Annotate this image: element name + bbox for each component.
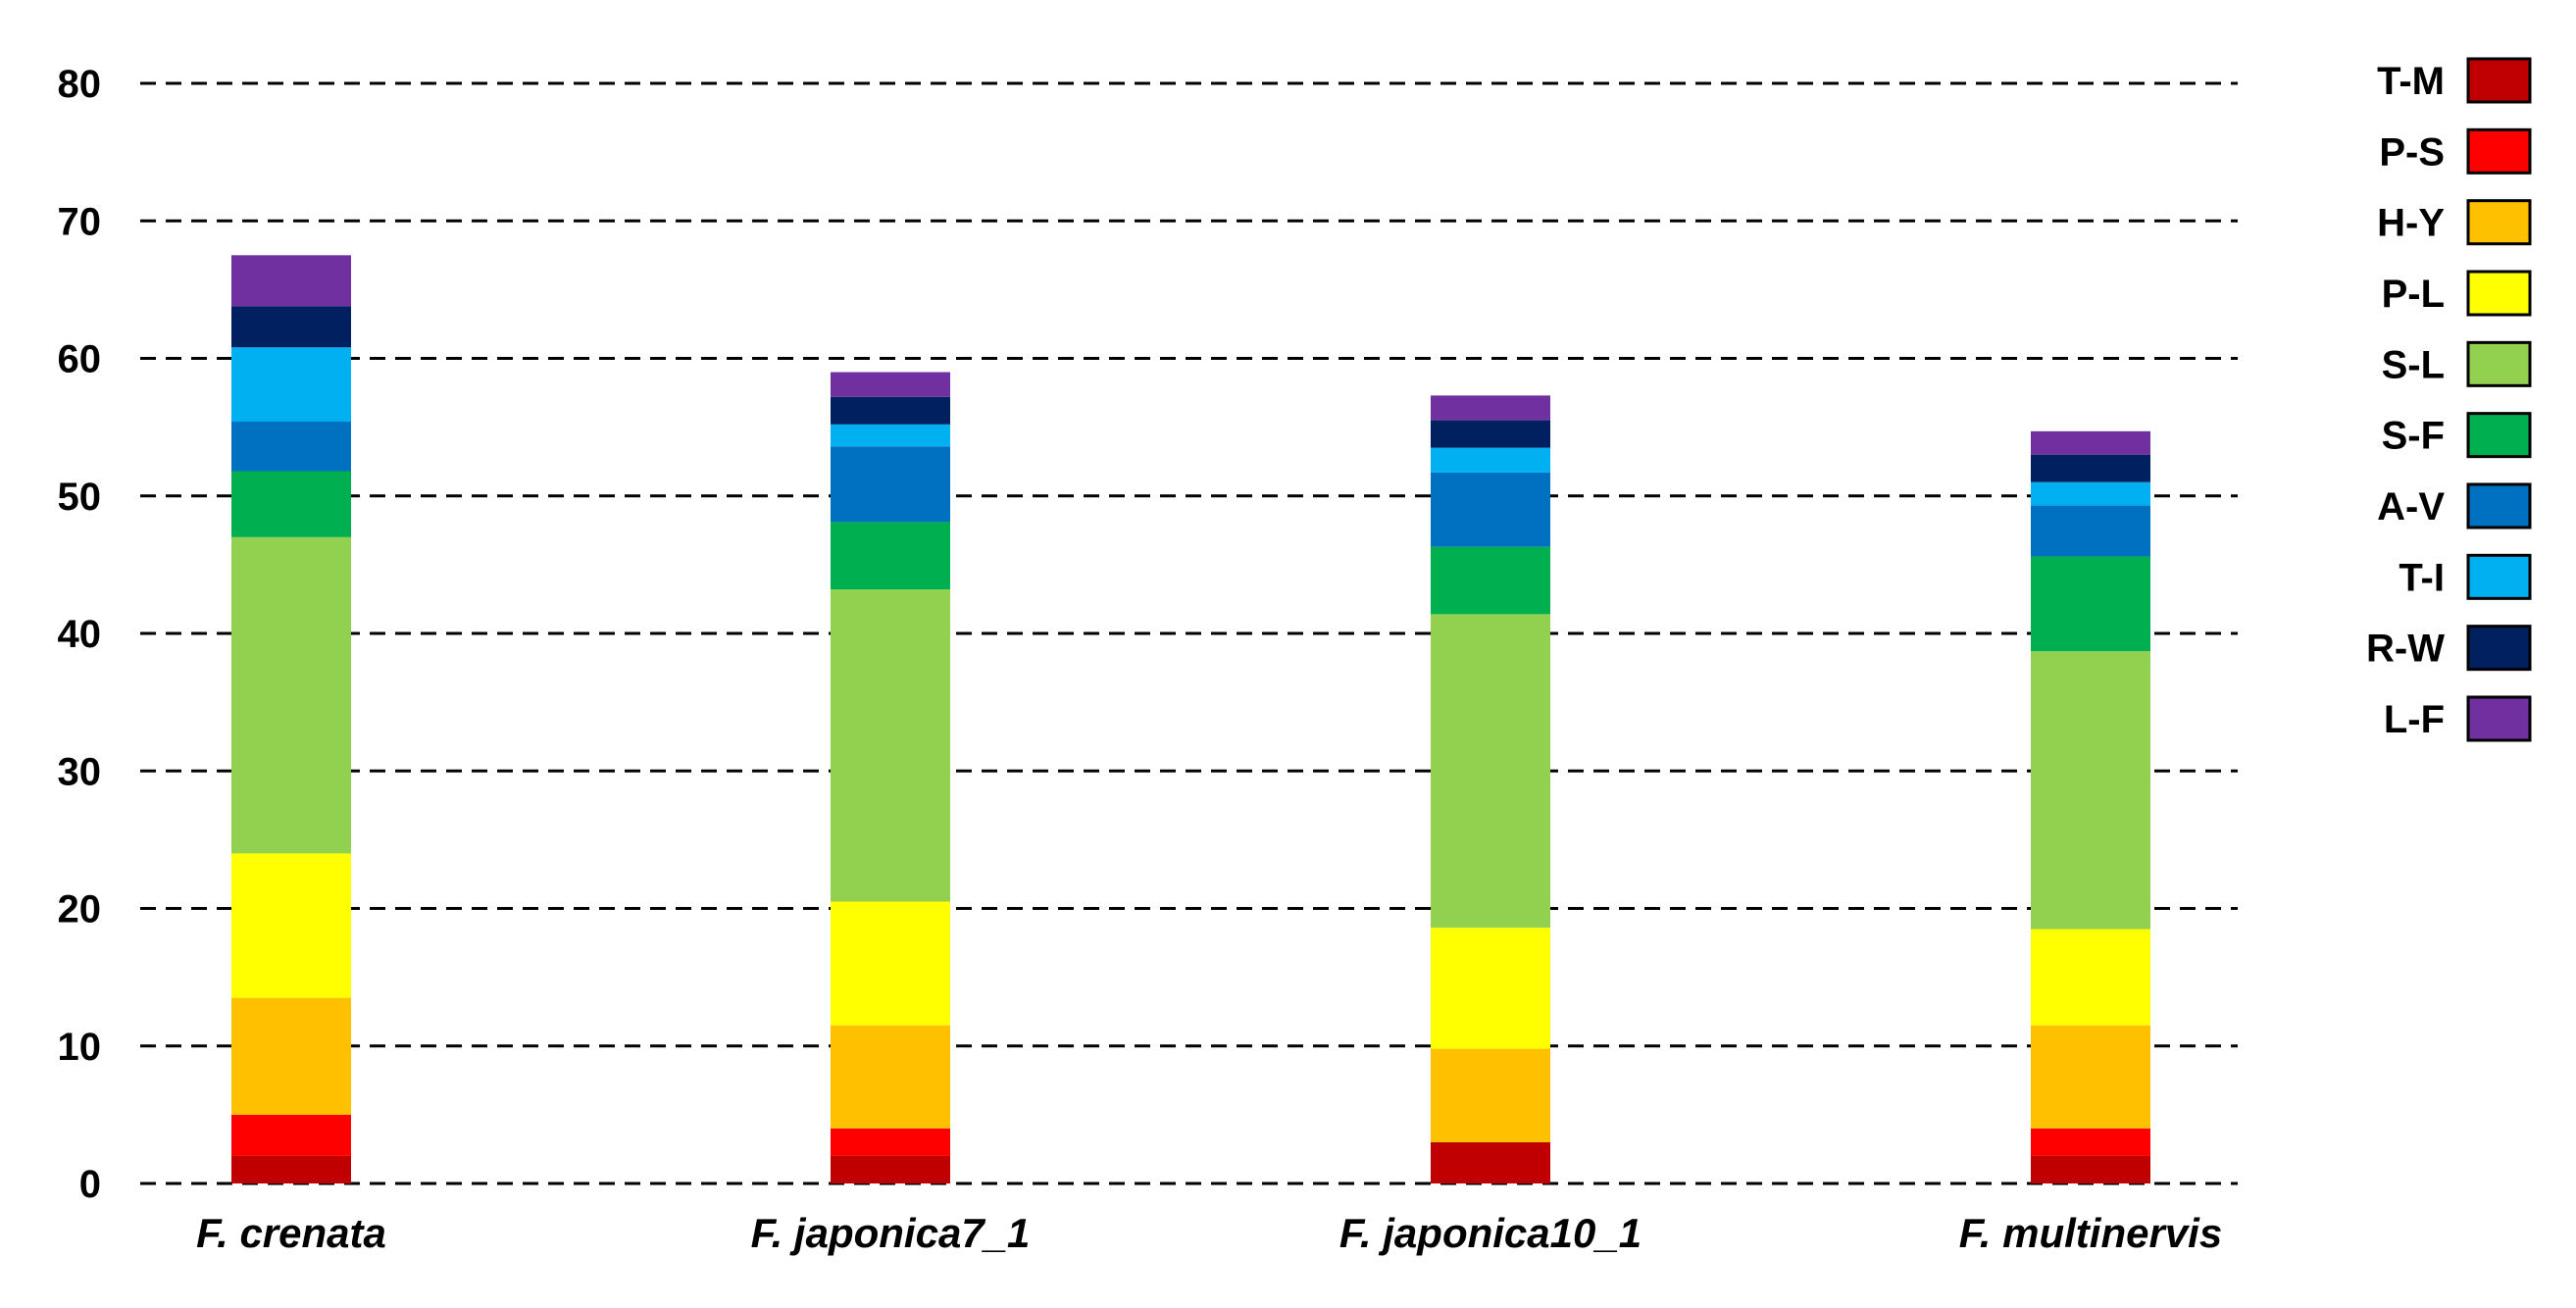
legend-item: S-F [2382, 412, 2532, 459]
legend-swatch [2466, 553, 2532, 600]
bar-segment-a-v [831, 446, 950, 523]
legend-label: T-M [2377, 60, 2445, 103]
legend: T-M P-S H-Y P-L S-L S-F A-V T-I R-W L-F [2366, 57, 2532, 742]
legend-label: H-Y [2377, 202, 2445, 245]
category-label: F. japonica7_1 [751, 1210, 1031, 1256]
legend-swatch [2466, 482, 2532, 529]
bar-stack [2031, 430, 2150, 1183]
bar-segment-t-i [1431, 447, 1550, 473]
legend-swatch [2466, 199, 2532, 246]
bar-segment-s-l [231, 536, 351, 854]
bar-segment-p-l [231, 853, 351, 998]
y-tick-label: 80 [58, 63, 102, 106]
x-axis-labels: F. crenata F. japonica7_1 F. japonica10_1 F… [196, 1210, 2222, 1256]
legend-item: P-L [2382, 270, 2532, 317]
bar-segment-r-w [1431, 420, 1550, 448]
y-axis-ticks: 0 10 20 30 40 50 60 70 80 [58, 63, 102, 1206]
legend-label: A-V [2377, 485, 2445, 528]
legend-swatch [2466, 57, 2532, 104]
bar-segment-h-y [1431, 1048, 1550, 1142]
bar-segment-s-f [831, 522, 950, 590]
legend-item: T-I [2399, 553, 2532, 600]
bar-segment-s-f [231, 471, 351, 537]
bar-segment-a-v [1431, 472, 1550, 547]
bar-segment-a-v [231, 422, 351, 472]
category-label: F. crenata [196, 1210, 386, 1256]
legend-label: T-I [2399, 556, 2445, 599]
bar-segment-l-f [2031, 430, 2150, 455]
legend-item: P-S [2379, 127, 2532, 175]
bar-stack [1431, 395, 1550, 1183]
bar-segment-r-w [2031, 454, 2150, 482]
legend-swatch [2466, 412, 2532, 459]
bar-segment-l-f [231, 255, 351, 307]
y-tick-label: 30 [58, 750, 102, 793]
legend-swatch [2466, 270, 2532, 317]
y-tick-label: 50 [58, 476, 102, 519]
legend-label: S-L [2382, 343, 2445, 386]
legend-label: L-F [2384, 698, 2445, 741]
legend-swatch [2466, 127, 2532, 175]
legend-label: R-W [2366, 628, 2445, 671]
bar-segment-p-s [2031, 1128, 2150, 1156]
bar-segment-s-l [831, 589, 950, 902]
bar-segment-t-i [231, 347, 351, 423]
legend-item: S-L [2382, 340, 2532, 387]
bar-segment-p-s [231, 1114, 351, 1156]
bars [231, 255, 2150, 1183]
y-tick-label: 20 [58, 888, 102, 931]
bar-segment-p-s [831, 1128, 950, 1156]
y-tick-label: 70 [58, 200, 102, 243]
bar-segment-r-w [831, 396, 950, 425]
bar-segment-h-y [2031, 1025, 2150, 1129]
bar-segment-a-v [2031, 505, 2150, 557]
bar-segment-p-l [1431, 928, 1550, 1049]
bar-segment-t-m [831, 1155, 950, 1183]
legend-swatch [2466, 625, 2532, 672]
bar-segment-t-m [231, 1155, 351, 1183]
bar-segment-s-l [2031, 651, 2150, 930]
bar-segment-s-l [1431, 614, 1550, 929]
y-tick-label: 0 [79, 1163, 101, 1206]
legend-item: H-Y [2377, 199, 2532, 246]
bar-segment-p-l [2031, 929, 2150, 1026]
legend-item: R-W [2366, 625, 2532, 672]
legend-swatch [2466, 695, 2532, 742]
bar-segment-l-f [831, 372, 950, 397]
bar-segment-t-m [2031, 1155, 2150, 1183]
bar-segment-p-l [831, 901, 950, 1026]
legend-label: P-S [2379, 130, 2445, 174]
gridlines [140, 81, 2238, 1185]
category-label: F. japonica10_1 [1339, 1210, 1642, 1256]
bar-segment-s-f [2031, 556, 2150, 652]
bar-segment-h-y [231, 997, 351, 1115]
legend-item: A-V [2377, 482, 2532, 529]
bar-segment-l-f [1431, 395, 1550, 421]
legend-label: P-L [2382, 273, 2445, 316]
bar-segment-s-f [1431, 546, 1550, 615]
legend-item: T-M [2377, 57, 2532, 104]
category-label: F. multinervis [1959, 1210, 2222, 1256]
bar-segment-t-i [831, 424, 950, 447]
legend-swatch [2466, 340, 2532, 387]
y-tick-label: 40 [58, 613, 102, 656]
legend-label: S-F [2382, 415, 2445, 458]
bar-stack [831, 372, 950, 1183]
bar-segment-h-y [831, 1025, 950, 1129]
bar-segment-r-w [231, 306, 351, 348]
y-tick-label: 60 [58, 338, 102, 381]
bar-segment-t-i [2031, 481, 2150, 506]
legend-item: L-F [2384, 695, 2532, 742]
bar-segment-t-m [1431, 1141, 1550, 1183]
bar-stack [231, 255, 351, 1183]
y-tick-label: 10 [58, 1026, 102, 1069]
